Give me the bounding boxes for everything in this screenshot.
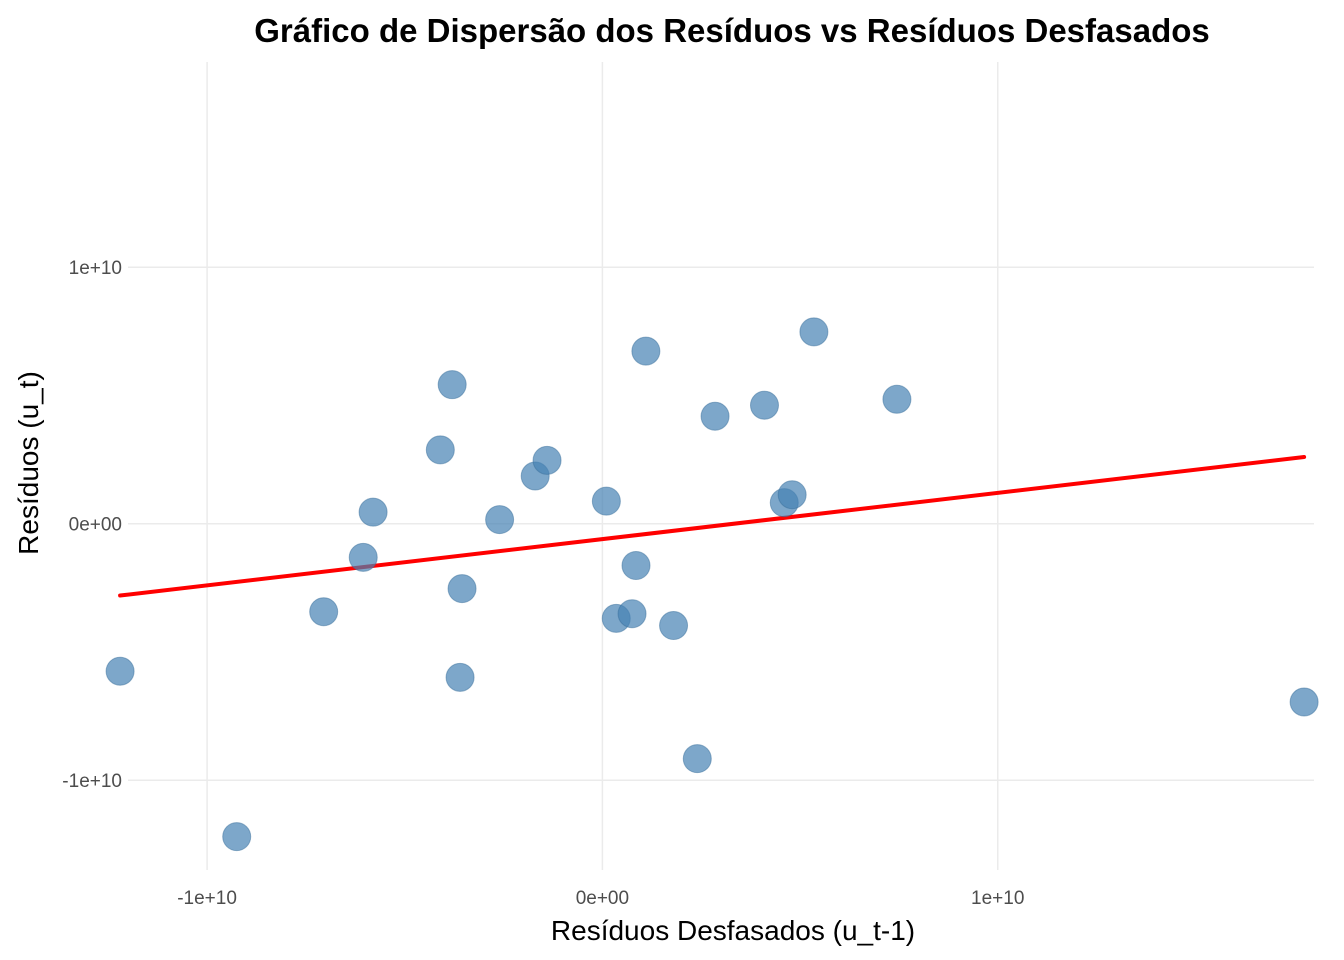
data-point: [631, 336, 661, 366]
data-point: [700, 401, 730, 431]
x-tick-label: 1e+10: [971, 888, 1024, 909]
data-point: [447, 574, 477, 604]
y-tick-label: 1e+10: [69, 258, 122, 279]
y-axis-title: Resíduos (u_t): [13, 371, 44, 555]
x-tick-label: 0e+00: [576, 888, 629, 909]
y-axis-ticks: -1e+10 0e+00 1e+10: [62, 258, 122, 792]
chart-title: Gráfico de Dispersão dos Resíduos vs Res…: [254, 12, 1210, 49]
data-point: [659, 611, 689, 641]
data-point: [437, 370, 467, 400]
data-point: [617, 599, 647, 629]
data-point: [485, 505, 515, 535]
data-point: [799, 317, 829, 347]
data-point: [445, 662, 475, 692]
data-point: [222, 822, 252, 852]
x-tick-label: -1e+10: [177, 888, 237, 909]
data-point: [749, 390, 779, 420]
data-point: [532, 445, 562, 475]
data-point: [105, 656, 135, 686]
data-point: [1289, 687, 1319, 717]
y-tick-label: -1e+10: [62, 771, 122, 792]
data-point: [309, 597, 339, 627]
regression-line: [118, 455, 1307, 598]
y-tick-label: 0e+00: [69, 515, 122, 536]
x-axis-title: Resíduos Desfasados (u_t-1): [551, 915, 915, 946]
grid-lines: [128, 62, 1314, 870]
data-point: [682, 744, 712, 774]
data-point: [425, 435, 455, 465]
data-point: [358, 497, 388, 527]
data-point: [777, 480, 807, 510]
data-point: [348, 542, 378, 572]
x-axis-ticks: -1e+10 0e+00 1e+10: [177, 888, 1024, 909]
data-point: [591, 486, 621, 516]
data-point: [621, 551, 651, 581]
data-point: [882, 384, 912, 414]
data-points: [105, 317, 1319, 852]
